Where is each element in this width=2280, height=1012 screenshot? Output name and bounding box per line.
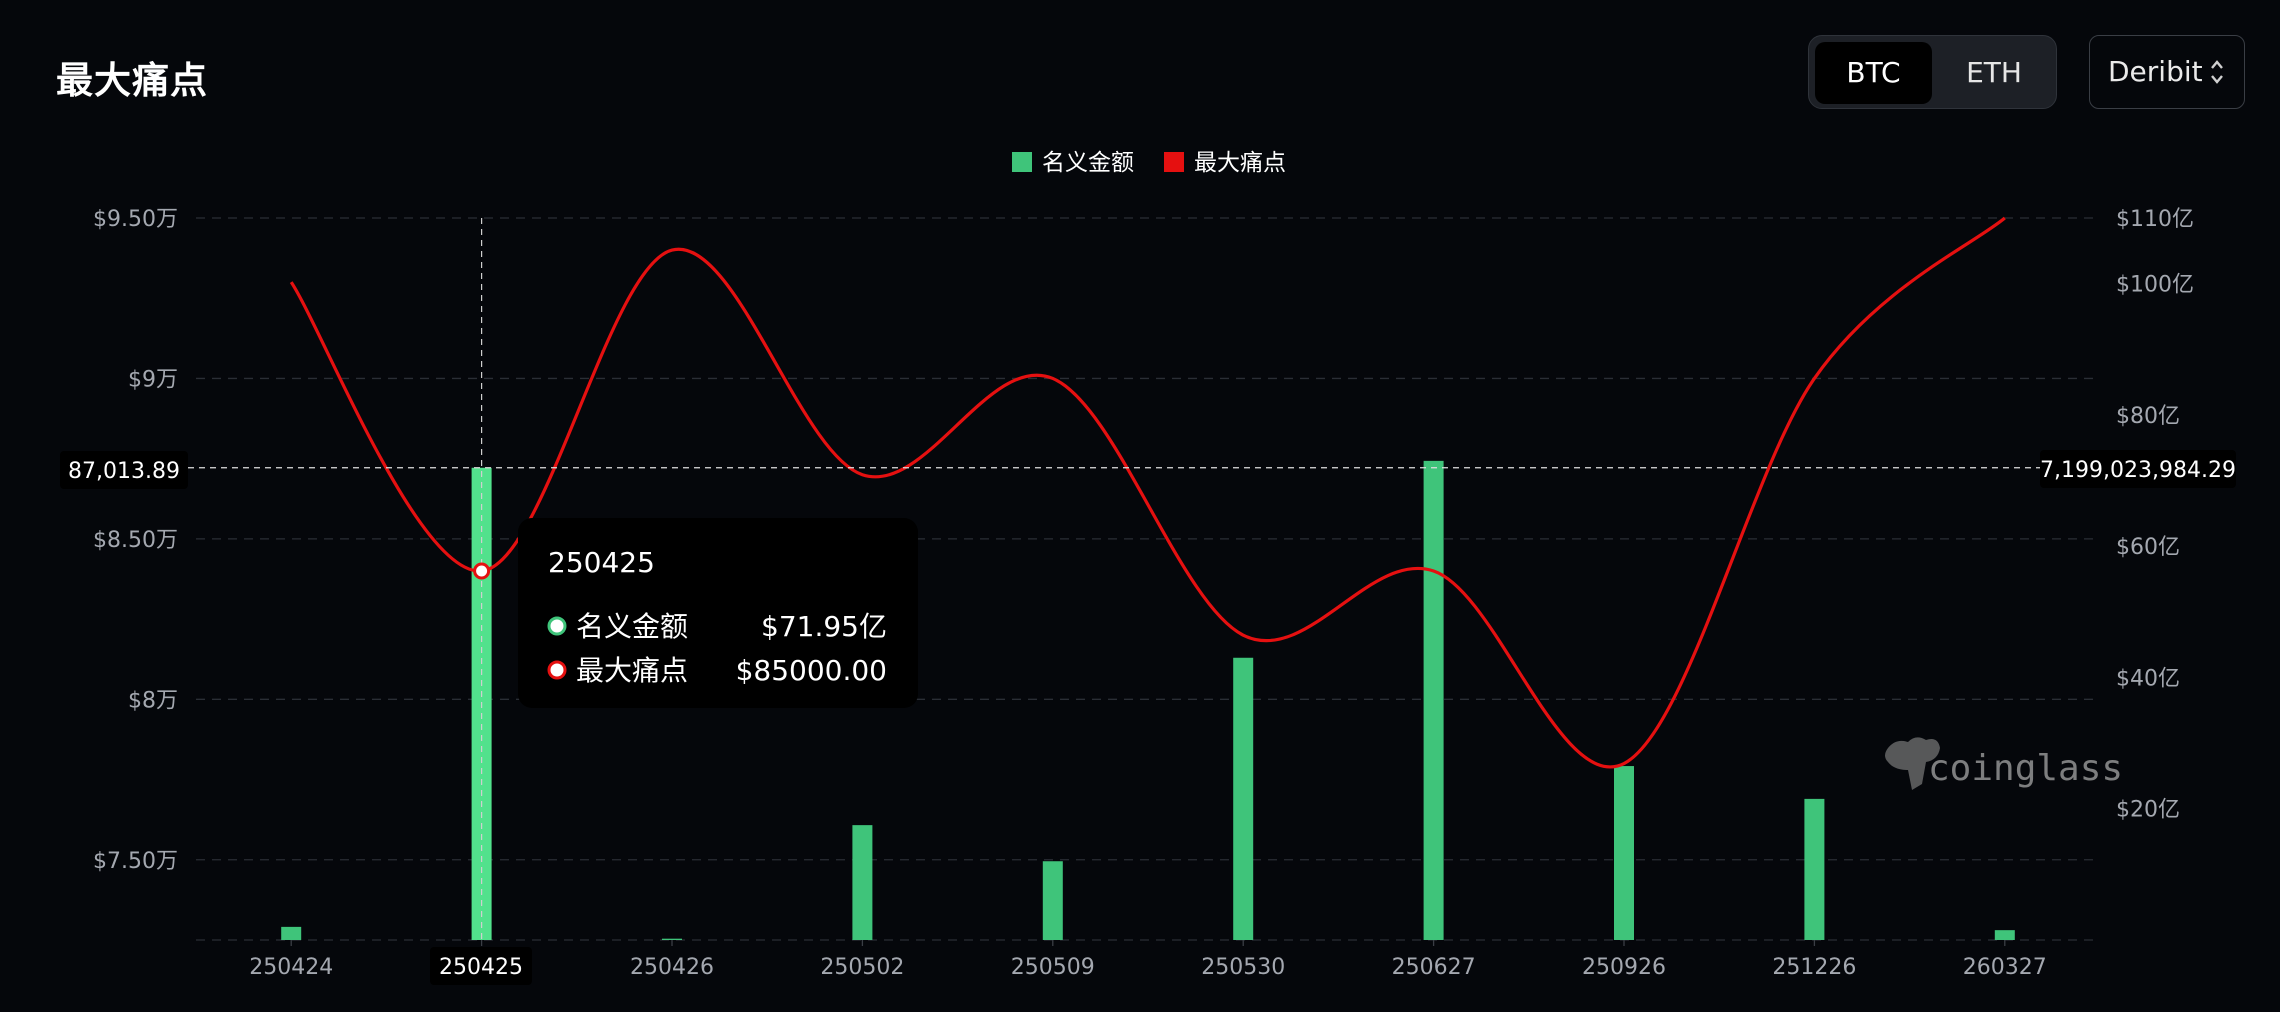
- exchange-select[interactable]: Deribit: [2089, 35, 2245, 109]
- coinglass-logo-icon: [1885, 737, 1940, 790]
- notional-bar[interactable]: [1614, 766, 1634, 940]
- crosshair-right-label: 7,199,023,984.29: [2040, 458, 2236, 483]
- grid-lines: [196, 217, 2100, 941]
- x-tick-label: 250926: [1582, 955, 1666, 980]
- x-axis: 250424 250426 250502 250509 250530 250627 2509…: [249, 940, 2047, 980]
- crosshair-left-label-bg: [60, 451, 188, 489]
- left-tick-label: $9.50万: [93, 207, 178, 232]
- legend-label-notional[interactable]: 名义金额: [1042, 150, 1134, 176]
- legend-swatch-notional: [1012, 152, 1032, 172]
- x-tick-label: 250509: [1011, 955, 1095, 980]
- right-tick-label: $60亿: [2116, 535, 2180, 560]
- page-title: 最大痛点: [56, 59, 208, 102]
- right-tick-label: $100亿: [2116, 273, 2194, 298]
- tooltip-title: 250425: [548, 546, 655, 579]
- notional-bar[interactable]: [1042, 861, 1063, 940]
- x-tick-label: 250627: [1392, 955, 1476, 980]
- notional-bar[interactable]: [1233, 657, 1254, 940]
- max-pain-line: [289, 216, 2006, 769]
- crosshair-right-label-bg: [2040, 450, 2236, 488]
- coin-selector: BTC ETH: [1808, 35, 2057, 109]
- right-tick-label: $110亿: [2116, 207, 2194, 232]
- left-tick-label: $8万: [128, 688, 178, 713]
- chevron-up-down-icon: [2211, 60, 2223, 84]
- tab-eth[interactable]: ETH: [1966, 56, 2022, 89]
- x-tick-label: 260327: [1963, 955, 2047, 980]
- x-tick-label: 250426: [630, 955, 714, 980]
- coinglass-wordmark: coinglass: [1928, 748, 2123, 789]
- tooltip-dot-maxpain: [547, 660, 567, 680]
- crosshair-x-label: 250425: [439, 955, 523, 980]
- max-pain-point-marker: [473, 562, 491, 580]
- notional-bar[interactable]: [281, 926, 302, 940]
- x-tick-label: 250530: [1201, 955, 1285, 980]
- tooltip: 250425 名义金额 $71.95亿 最大痛点 $85000.00: [518, 518, 918, 708]
- notional-bar[interactable]: [1994, 930, 2015, 940]
- x-tick-label: 250424: [249, 955, 333, 980]
- legend-label-maxpain[interactable]: 最大痛点: [1194, 150, 1286, 176]
- left-axis: $7.50万 $8万 $8.50万 $9万 $9.50万: [93, 207, 178, 874]
- legend-swatch-maxpain: [1164, 152, 1184, 172]
- tooltip-value-notional: $71.95亿: [761, 610, 887, 643]
- crosshair-x-label-bg: [430, 947, 532, 985]
- tooltip-dot-notional: [547, 616, 567, 636]
- notional-bar[interactable]: [1423, 460, 1444, 940]
- tooltip-box: [518, 518, 918, 708]
- notional-bar[interactable]: [852, 825, 873, 940]
- tooltip-value-maxpain: $85000.00: [736, 654, 887, 687]
- right-tick-label: $40亿: [2116, 666, 2180, 691]
- right-tick-label: $20亿: [2116, 798, 2180, 823]
- x-tick-label: 250502: [820, 955, 904, 980]
- left-tick-label: $7.50万: [93, 849, 178, 874]
- right-axis: $20亿 $40亿 $60亿 $80亿 $100亿 $110亿: [2116, 207, 2194, 823]
- chart-legend: 名义金额 最大痛点: [1012, 150, 1286, 176]
- right-tick-label: $80亿: [2116, 404, 2180, 429]
- coinglass-watermark: coinglass: [1885, 737, 2123, 790]
- tab-btc[interactable]: BTC: [1815, 42, 1932, 104]
- notional-bar[interactable]: [662, 938, 682, 940]
- notional-bar[interactable]: [1804, 798, 1825, 940]
- crosshair: 87,013.89 7,199,023,984.29 250425: [60, 218, 2236, 985]
- tooltip-label-maxpain: 最大痛点: [576, 654, 688, 687]
- exchange-select-value: Deribit: [2108, 55, 2203, 88]
- x-tick-label: 251226: [1772, 955, 1856, 980]
- left-tick-label: $8.50万: [93, 528, 178, 553]
- crosshair-left-label: 87,013.89: [68, 459, 180, 484]
- left-tick-label: $9万: [128, 367, 178, 392]
- tooltip-label-notional: 名义金额: [576, 610, 688, 643]
